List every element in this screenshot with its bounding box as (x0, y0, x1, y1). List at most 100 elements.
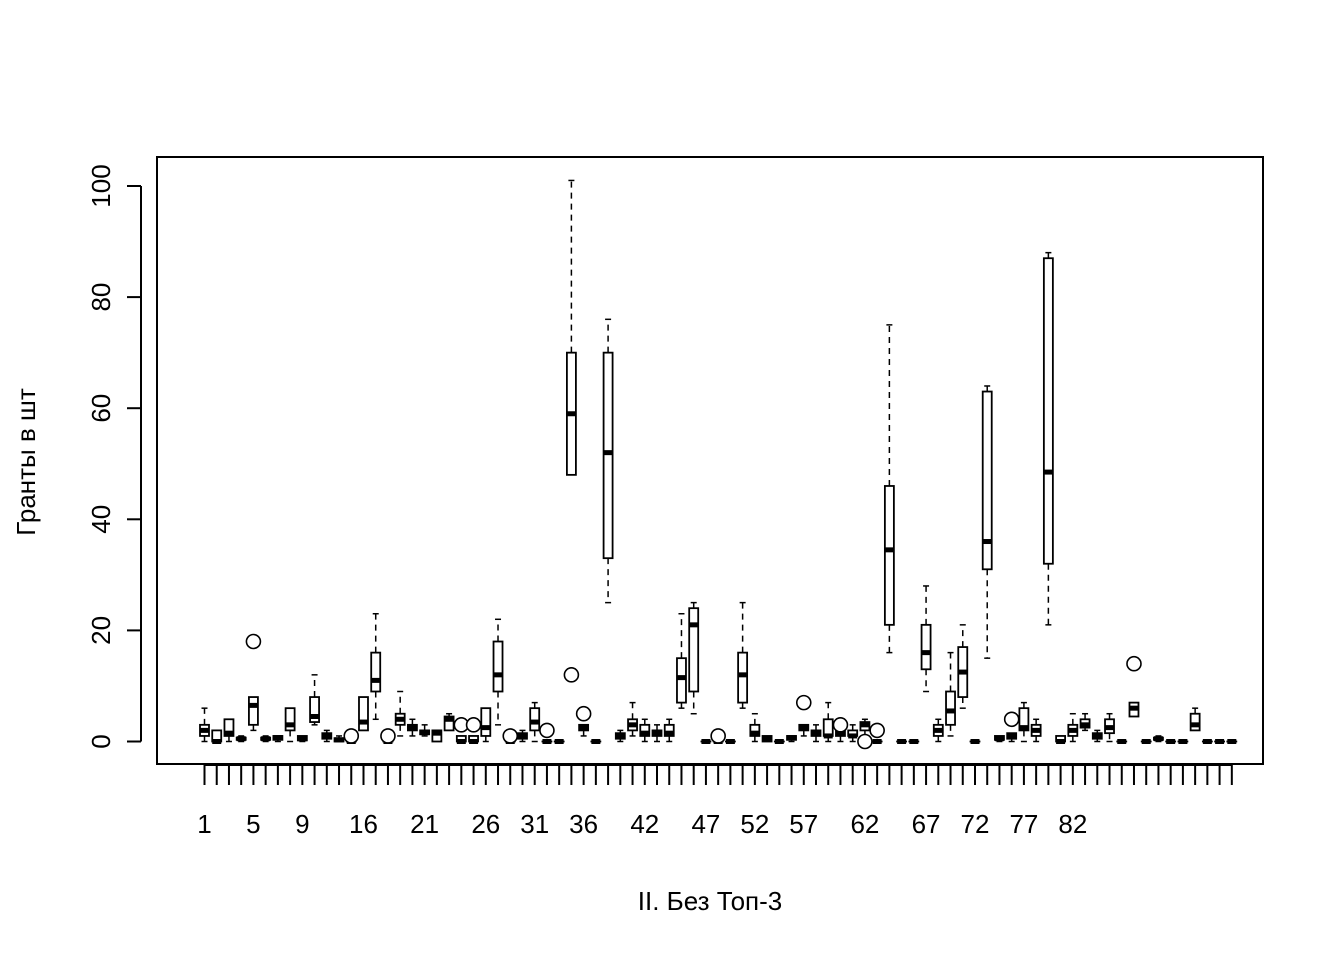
box-body (309, 696, 320, 723)
box-43 (710, 728, 726, 744)
box-27 (517, 729, 528, 743)
box-77 (1126, 655, 1142, 718)
box-26 (502, 728, 519, 744)
box-23 (465, 717, 482, 744)
box-body (981, 390, 993, 571)
x-tick-label: 57 (789, 809, 818, 839)
x-tick-label: 47 (691, 809, 720, 839)
box-38 (651, 724, 663, 743)
outlier-point (832, 717, 849, 733)
box-46 (749, 712, 761, 743)
box-17 (394, 690, 406, 737)
outlier-point (1003, 711, 1020, 728)
box-65 (981, 385, 993, 659)
box-70 (1042, 251, 1054, 626)
box-3 (223, 718, 235, 743)
box-body (920, 623, 932, 671)
x-tick-label: 52 (740, 809, 769, 839)
box-15 (370, 612, 382, 721)
box-71 (1055, 735, 1066, 744)
box-31 (563, 179, 580, 683)
box-5 (245, 633, 262, 732)
box-45 (737, 601, 749, 709)
x-tick-label: 16 (349, 809, 378, 839)
box-11 (321, 729, 333, 743)
outlier-point (245, 633, 262, 650)
outlier-point (539, 722, 555, 739)
box-16 (380, 728, 396, 744)
y-tick-label: 20 (86, 616, 116, 645)
x-tick-label: 1 (197, 809, 211, 839)
box-10 (309, 674, 320, 726)
box-74 (1091, 729, 1103, 743)
x-tick-label: 31 (520, 809, 549, 839)
box-7 (272, 735, 284, 743)
box-body (358, 696, 369, 732)
outlier-point (795, 694, 812, 711)
box-25 (492, 618, 504, 726)
boxes-group (199, 179, 1238, 750)
box-body (883, 485, 895, 626)
box-body (1018, 707, 1030, 732)
box-body (737, 651, 749, 704)
x-tick-label: 36 (569, 809, 598, 839)
box-body (248, 696, 259, 726)
box-body (443, 715, 455, 732)
box-55 (857, 718, 873, 750)
box-68 (1018, 701, 1030, 743)
box-body (284, 707, 296, 732)
box-body (529, 707, 541, 732)
box-22 (453, 717, 470, 744)
box-37 (639, 718, 651, 743)
outlier-point (869, 722, 885, 739)
outlier-point (502, 728, 519, 744)
y-axis: 0 20 40 60 80 100 (86, 164, 142, 749)
box-56 (869, 722, 885, 744)
box-20 (431, 729, 443, 743)
box-73 (1079, 712, 1091, 732)
box-47 (761, 735, 773, 743)
box-body (1189, 712, 1201, 732)
outlier-point (857, 733, 873, 750)
box-41 (688, 601, 700, 715)
box-34 (602, 318, 614, 604)
box-21 (443, 712, 455, 732)
outlier-point (710, 728, 726, 744)
box-body (688, 607, 700, 693)
outlier-point (563, 667, 580, 683)
box-body (602, 351, 614, 560)
box-1 (199, 707, 210, 743)
box-62 (945, 651, 956, 737)
box-66 (994, 735, 1005, 743)
x-tick-label: 67 (912, 809, 941, 839)
x-tick-label: 21 (410, 809, 439, 839)
plot-frame (156, 156, 1264, 765)
box-body (492, 640, 504, 693)
box-32 (575, 705, 592, 737)
box-2 (211, 729, 223, 744)
box-6 (260, 735, 272, 743)
box-40 (676, 612, 687, 709)
box-9 (296, 735, 308, 743)
box-39 (663, 718, 675, 743)
x-tick-label: 26 (471, 809, 500, 839)
x-tick-label: 9 (295, 809, 309, 839)
outlier-point (465, 717, 482, 733)
box-61 (932, 718, 944, 743)
box-52 (822, 701, 834, 743)
box-35 (614, 729, 626, 743)
outlier-point (1126, 655, 1142, 672)
box-69 (1030, 718, 1042, 743)
outlier-point (575, 705, 592, 722)
x-tick-label: 72 (961, 809, 990, 839)
box-67 (1003, 711, 1020, 743)
box-18 (407, 718, 418, 737)
box-79 (1153, 735, 1164, 743)
x-axis-title: II. Без Топ-3 (638, 886, 783, 916)
box-82 (1189, 707, 1201, 732)
box-24 (480, 707, 492, 743)
box-19 (419, 724, 431, 737)
x-tick-label: 82 (1058, 809, 1087, 839)
y-tick-label: 0 (86, 734, 116, 748)
